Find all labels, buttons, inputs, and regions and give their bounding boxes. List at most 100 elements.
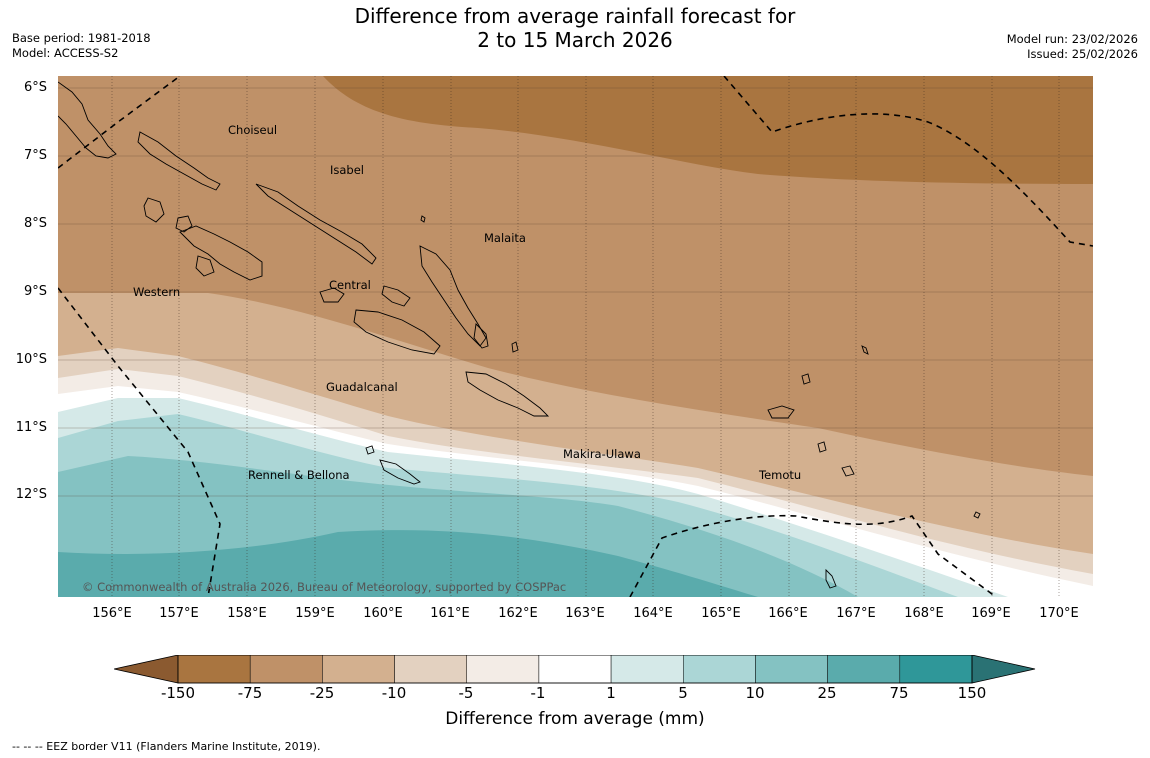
meta-right: Model run: 23/02/2026 Issued: 25/02/2026 [1007,32,1138,62]
place-label-malaita: Malaita [484,231,526,245]
small-malaita-island [473,323,489,349]
place-label-rennell-bellona: Rennell & Bellona [248,468,350,482]
band-plus-75 [58,530,758,597]
tikopia-island [973,511,981,519]
vella-lavella-island [143,197,165,223]
eez-footnote: -- -- -- EEZ border V11 (Flanders Marine… [12,740,321,753]
lat-label-8s: 8°S [23,216,47,231]
colorbar-segment [538,655,612,684]
colorbar-tick-minus-5: -5 [458,684,474,702]
model-run-text: Model run: 23/02/2026 [1006,32,1138,46]
colorbar-segment [249,655,323,684]
lat-label-9s: 9°S [23,284,47,299]
santa-cruz-island [767,405,795,419]
russell-islands [381,285,411,307]
lon-label-169e: 169°E [971,606,1011,621]
makira-island [465,371,550,417]
colorbar-tick-plus-1: 1 [606,684,616,702]
lon-label-158e: 158°E [227,606,267,621]
colorbar [114,655,1036,684]
lon-label-162e: 162°E [498,606,538,621]
lat-label-10s: 10°S [15,352,47,367]
base-period-text: Base period: 1981-2018 [12,31,151,45]
colorbar-segment [755,655,828,684]
lon-label-165e: 165°E [701,606,741,621]
latitude-gridlines [58,87,1093,497]
torres-islands [825,568,837,589]
meta-left: Base period: 1981-2018 Model: ACCESS-S2 [12,31,151,61]
map-title-line2: 2 to 15 March 2026 [477,28,673,52]
rendova-island [195,255,215,277]
issued-text: Issued: 25/02/2026 [1027,47,1138,61]
colorbar-segments [177,655,973,684]
colorbar-under-triangle [114,655,179,684]
bellona-island [365,445,375,455]
colorbar-over-triangle [971,655,1036,684]
malaita-island [419,245,487,347]
place-label-central: Central [329,278,371,292]
ontong-islet [420,215,426,223]
colorbar-segment [322,655,395,684]
lon-label-167e: 167°E [836,606,876,621]
copyright-notice: © Commonwealth of Australia 2026, Bureau… [82,580,567,594]
colorbar-segment [610,655,684,684]
colorbar-segment [466,655,540,684]
rainfall-map [58,76,1093,597]
kolombangara-island [175,215,193,233]
place-label-choiseul: Choiseul [228,123,278,137]
colorbar-segment [899,655,973,684]
eez-northwest-segment [58,76,181,169]
place-label-western: Western [133,285,181,299]
island-outlines [58,81,981,589]
lon-label-164e: 164°E [633,606,673,621]
colorbar-frame [177,655,973,684]
lon-label-156e: 156°E [92,606,132,621]
new-georgia-island [179,225,263,281]
lat-label-6s: 6°S [23,80,47,95]
place-label-guadalcanal: Guadalcanal [326,380,398,394]
eez-west-segment [58,287,221,597]
lon-label-159e: 159°E [295,606,335,621]
colorbar-tick-minus-150: -150 [160,684,196,702]
lat-label-12s: 12°S [15,487,47,502]
colorbar-segment [394,655,467,684]
eez-southeast-segment [629,514,997,597]
eez-northeast-segment [723,76,1093,247]
colorbar-tick-minus-10: -10 [381,684,407,702]
reef-islands [801,373,811,385]
colorbar-tick-plus-75: 75 [889,684,909,702]
lon-label-157e: 157°E [159,606,199,621]
ulawa-island [511,341,519,353]
lon-label-161e: 161°E [430,606,470,621]
choiseul-island [137,131,221,191]
colorbar-tick-minus-25: -25 [309,684,335,702]
vanikoro-island [841,465,855,477]
florida-islands [319,287,345,303]
model-text: Model: ACCESS-S2 [12,46,119,60]
colorbar-title: Difference from average (mm) [445,709,705,729]
colorbar-tick-plus-5: 5 [678,684,688,702]
isabel-island [255,183,377,265]
place-label-temotu: Temotu [759,468,802,482]
colorbar-tick-minus-1: -1 [530,684,546,702]
lon-label-170e: 170°E [1039,606,1079,621]
colorbar-segment [827,655,901,684]
lon-label-160e: 160°E [363,606,403,621]
colorbar-tick-minus-75: -75 [237,684,263,702]
colorbar-segment [683,655,756,684]
colorbar-tick-plus-10: 10 [745,684,765,702]
colorbar-segment [177,655,251,684]
eez-border [58,76,1093,597]
lat-label-11s: 11°S [15,420,47,435]
utupua-island [817,441,827,453]
colorbar-tick-plus-25: 25 [817,684,837,702]
lon-label-163e: 163°E [565,606,605,621]
colorbar-tick-plus-150: 150 [957,684,987,702]
lon-label-166e: 166°E [768,606,808,621]
place-label-makira-ulawa: Makira-Ulawa [563,447,641,461]
guadalcanal-island [353,309,441,355]
map-title-line1: Difference from average rainfall forecas… [354,4,796,28]
bougainville-island [58,81,117,159]
duff-islands [861,345,869,355]
map-title: Difference from average rainfall forecas… [0,4,1150,52]
